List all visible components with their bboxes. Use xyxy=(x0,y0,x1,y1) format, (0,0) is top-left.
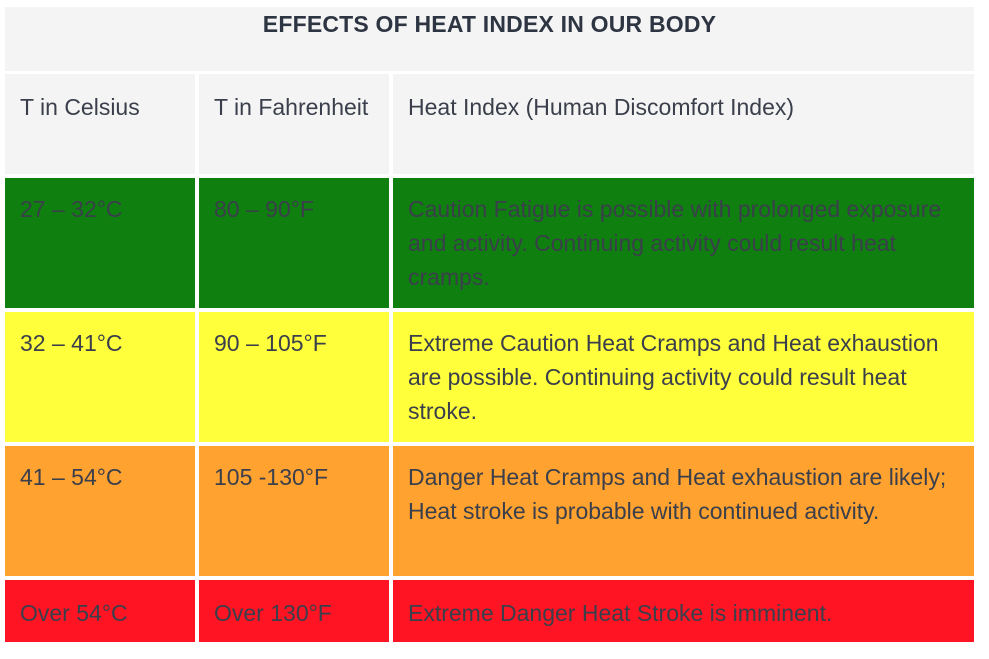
cell-effect: Extreme Caution Heat Cramps and Heat exh… xyxy=(393,312,974,446)
table-row: 32 – 41°C 90 – 105°F Extreme Caution Hea… xyxy=(5,312,974,446)
cell-effect: Caution Fatigue is possible with prolong… xyxy=(393,178,974,312)
cell-celsius: Over 54°C xyxy=(5,580,199,646)
cell-fahrenheit: Over 130°F xyxy=(199,580,393,646)
cell-fahrenheit: 105 -130°F xyxy=(199,446,393,580)
table-header-row: T in Celsius T in Fahrenheit Heat Index … xyxy=(5,74,974,178)
table-row: Over 54°C Over 130°F Extreme Danger Heat… xyxy=(5,580,974,646)
cell-celsius: 41 – 54°C xyxy=(5,446,199,580)
table-title-row: EFFECTS OF HEAT INDEX IN OUR BODY xyxy=(5,7,974,74)
table-row: 27 – 32°C 80 – 90°F Caution Fatigue is p… xyxy=(5,178,974,312)
cell-fahrenheit: 80 – 90°F xyxy=(199,178,393,312)
cell-celsius: 32 – 41°C xyxy=(5,312,199,446)
header-fahrenheit: T in Fahrenheit xyxy=(199,74,393,178)
cell-fahrenheit: 90 – 105°F xyxy=(199,312,393,446)
header-celsius: T in Celsius xyxy=(5,74,199,178)
heat-index-table-container: EFFECTS OF HEAT INDEX IN OUR BODY T in C… xyxy=(5,7,974,646)
cell-effect: Danger Heat Cramps and Heat exhaustion a… xyxy=(393,446,974,580)
table-row: 41 – 54°C 105 -130°F Danger Heat Cramps … xyxy=(5,446,974,580)
cell-effect: Extreme Danger Heat Stroke is imminent. xyxy=(393,580,974,646)
table-title: EFFECTS OF HEAT INDEX IN OUR BODY xyxy=(5,7,974,74)
header-heat-index: Heat Index (Human Discomfort Index) xyxy=(393,74,974,178)
heat-index-table: EFFECTS OF HEAT INDEX IN OUR BODY T in C… xyxy=(5,7,974,646)
cell-celsius: 27 – 32°C xyxy=(5,178,199,312)
